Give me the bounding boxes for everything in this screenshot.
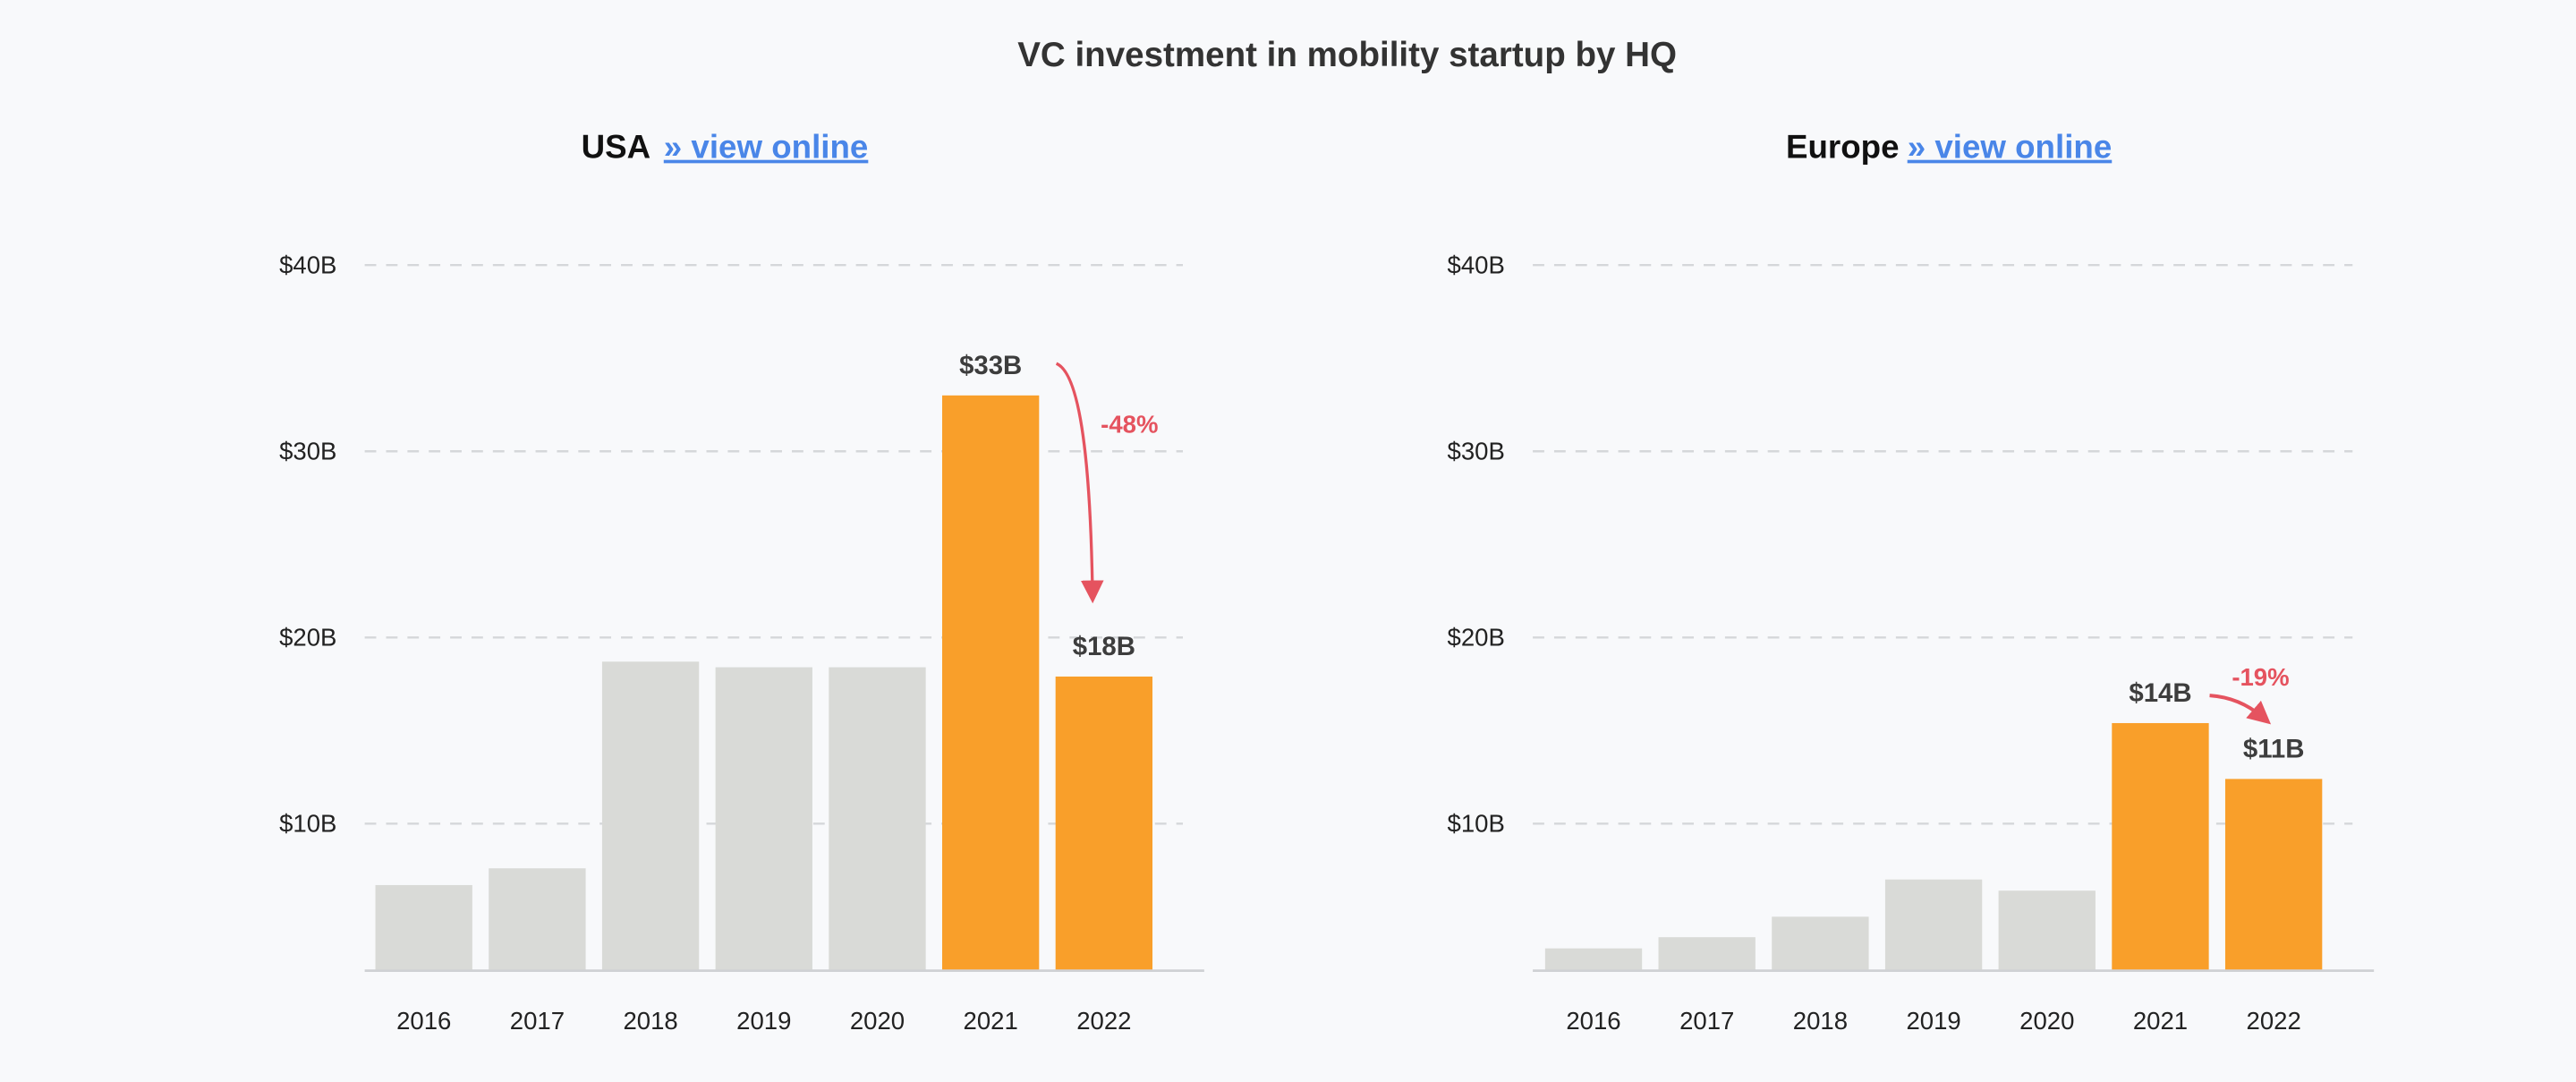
usa-bar-2016 [375,884,472,970]
usa-x-tick-label: 2017 [510,1007,565,1035]
europe-chart-title: Europe [1786,129,1900,166]
usa-change-arrow [1055,362,1104,604]
europe-bar-2020 [1998,890,2096,970]
usa-view-online-link[interactable]: » view online [664,129,869,166]
page-title: VC investment in mobility startup by HQ [1017,36,1677,74]
usa-bar-2018 [601,661,700,970]
usa-x-tick-label: 2021 [964,1007,1018,1035]
usa-x-tick-label: 2018 [623,1007,677,1035]
usa-x-tick-label: 2016 [396,1007,451,1035]
usa-bar-2020 [829,667,926,970]
usa-x-tick-label: 2020 [850,1007,905,1035]
usa-chart-title: USA [582,129,651,166]
europe-x-tick-label: 2017 [1679,1007,1734,1035]
europe-y-tick-label: $40B [1448,251,1505,278]
usa-bar-2017 [489,868,586,970]
europe-data-label: $14B [2129,678,2191,708]
usa-y-tick-label: $30B [279,437,336,464]
europe-change-arrow [2209,694,2272,725]
usa-change-label: -48% [1101,410,1158,438]
europe-y-tick-label: $20B [1448,623,1505,651]
europe-x-tick-label: 2019 [1906,1007,1960,1035]
europe-bar-2021 [2112,722,2209,970]
usa-x-tick-label: 2019 [736,1007,791,1035]
europe-y-tick-label: $30B [1448,437,1505,464]
europe-bar-2022 [2224,779,2323,970]
usa-y-tick-label: $10B [279,809,336,837]
usa-chart: $10B $20B $30B $40B 2016 2017 2018 2019 2020 2021… [279,251,1204,1035]
europe-bar-2018 [1772,916,1869,970]
europe-bar-2016 [1544,948,1643,970]
usa-y-tick-label: $40B [279,251,336,278]
europe-chart: $10B $20B $30B $40B 2016 2017 2018 2019 2020 2021… [1448,251,2375,1035]
europe-view-online-link[interactable]: » view online [1908,129,2113,166]
usa-y-tick-label: $20B [279,623,336,651]
europe-y-tick-label: $10B [1448,809,1505,837]
europe-bar-2017 [1658,937,1756,970]
europe-x-tick-label: 2016 [1566,1007,1620,1035]
europe-x-tick-label: 2020 [2019,1007,2074,1035]
usa-data-label: $18B [1073,632,1135,661]
europe-x-tick-label: 2021 [2133,1007,2188,1035]
usa-bar-2021 [942,395,1040,970]
usa-bar-2019 [715,667,812,970]
europe-bar-2019 [1884,879,1983,970]
europe-data-label: $11B [2243,735,2305,764]
europe-change-label: -19% [2232,663,2289,691]
europe-x-tick-label: 2018 [1793,1007,1848,1035]
usa-x-tick-label: 2022 [1076,1007,1131,1035]
usa-bar-2022 [1055,676,1153,970]
usa-data-label: $33B [959,351,1022,380]
europe-x-tick-label: 2022 [2247,1007,2301,1035]
